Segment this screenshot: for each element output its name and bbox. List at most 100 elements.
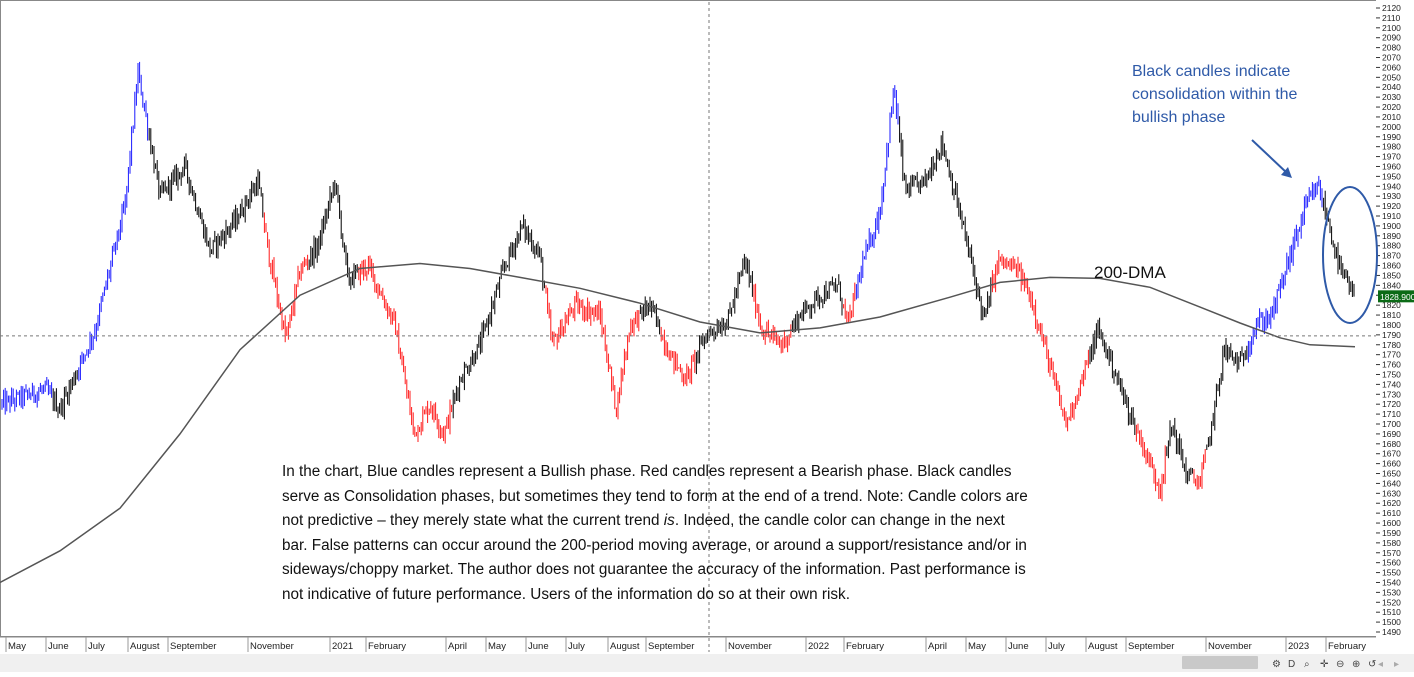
y-tick-label: 1700 [1382, 419, 1401, 429]
scrollbar-thumb[interactable] [1182, 656, 1258, 669]
disclaimer-text-part-1: In the chart, Blue candles represent a B… [282, 463, 1028, 530]
x-tick-label: August [1088, 641, 1118, 652]
y-tick-label: 1500 [1382, 617, 1401, 627]
x-tick-label: 2023 [1288, 641, 1309, 652]
reset-icon[interactable]: ↺ [1368, 659, 1376, 670]
y-tick-label: 1840 [1382, 280, 1401, 290]
y-tick-label: 1800 [1382, 320, 1401, 330]
y-tick-label: 1570 [1382, 548, 1401, 558]
y-tick-label: 1730 [1382, 389, 1401, 399]
y-tick-label: 1610 [1382, 508, 1401, 518]
x-tick-label: July [568, 641, 585, 652]
y-tick-label: 1660 [1382, 459, 1401, 469]
y-tick-label: 1900 [1382, 221, 1401, 231]
y-tick-label: 2000 [1382, 122, 1401, 132]
x-tick-label: September [170, 641, 216, 652]
y-tick-label: 1710 [1382, 409, 1401, 419]
settings-icon[interactable]: ⚙ [1272, 659, 1281, 670]
x-tick-label: February [1328, 641, 1366, 652]
y-tick-label: 1600 [1382, 518, 1401, 528]
y-tick-label: 1760 [1382, 360, 1401, 370]
d-button[interactable]: D [1288, 659, 1295, 670]
y-tick-label: 1860 [1382, 261, 1401, 271]
x-tick-label: May [488, 641, 506, 652]
y-tick-label: 2070 [1382, 53, 1401, 63]
zoom-in-icon[interactable]: ⊕ [1352, 659, 1360, 670]
y-tick-label: 2050 [1382, 72, 1401, 82]
current-price-label: 1828.900 [1380, 292, 1414, 302]
search-icon[interactable]: ⌕ [1304, 659, 1310, 670]
zoom-out-icon[interactable]: ⊖ [1336, 659, 1344, 670]
y-tick-label: 1870 [1382, 251, 1401, 261]
current-price-tag [1378, 290, 1414, 303]
y-tick-label: 1950 [1382, 171, 1401, 181]
y-tick-label: 1560 [1382, 558, 1401, 568]
callout-annotation: Black candles indicate consolidation wit… [1132, 63, 1298, 126]
nav-right-icon[interactable]: ▸ [1394, 659, 1399, 670]
move-icon[interactable]: ✛ [1320, 659, 1329, 670]
y-tick-label: 2090 [1382, 33, 1401, 43]
y-tick-label: 1590 [1382, 528, 1401, 538]
y-tick-label: 1720 [1382, 399, 1401, 409]
y-tick-label: 1620 [1382, 498, 1401, 508]
y-tick-label: 1540 [1382, 577, 1401, 587]
x-tick-label: June [48, 641, 69, 652]
disclaimer-text: In the chart, Blue candles represent a B… [282, 460, 1032, 608]
y-tick-label: 1990 [1382, 132, 1401, 142]
y-tick-label: 1690 [1382, 429, 1401, 439]
x-tick-label: July [1048, 641, 1065, 652]
bottom-bar [0, 654, 1414, 672]
y-tick-label: 2120 [1382, 3, 1401, 13]
consolidation-highlight-ellipse [1322, 186, 1378, 324]
y-tick-label: 2110 [1382, 13, 1401, 23]
y-tick-label: 1520 [1382, 597, 1401, 607]
callout-arrow-head [1281, 167, 1292, 178]
x-tick-label: November [1208, 641, 1252, 652]
x-tick-label: November [250, 641, 294, 652]
y-tick-label: 1630 [1382, 488, 1401, 498]
x-axis-panel [0, 637, 1376, 654]
y-tick-label: 1530 [1382, 587, 1401, 597]
x-tick-label: April [928, 641, 947, 652]
disclaimer-text-part-2: . Indeed, the candle color can change in… [282, 512, 1027, 603]
y-tick-label: 1890 [1382, 231, 1401, 241]
y-tick-label: 2010 [1382, 112, 1401, 122]
y-tick-label: 1940 [1382, 181, 1401, 191]
y-tick-label: 1550 [1382, 568, 1401, 578]
callout-arrow [1251, 139, 1288, 174]
y-tick-label: 1740 [1382, 379, 1401, 389]
x-tick-label: May [8, 641, 26, 652]
y-tick-label: 1970 [1382, 152, 1401, 162]
y-tick-label: 1920 [1382, 201, 1401, 211]
x-tick-label: February [368, 641, 406, 652]
y-tick-label: 1930 [1382, 191, 1401, 201]
y-tick-label: 1880 [1382, 241, 1401, 251]
dma-label: 200-DMA [1094, 263, 1166, 282]
x-tick-label: June [528, 641, 549, 652]
nav-left-icon[interactable]: ◂ [1378, 659, 1383, 670]
x-tick-label: August [610, 641, 640, 652]
x-tick-label: February [846, 641, 884, 652]
y-tick-label: 1980 [1382, 142, 1401, 152]
x-tick-label: July [88, 641, 105, 652]
y-tick-label: 1650 [1382, 469, 1401, 479]
y-tick-label: 2040 [1382, 82, 1401, 92]
y-tick-label: 1750 [1382, 369, 1401, 379]
y-tick-label: 2060 [1382, 62, 1401, 72]
y-tick-label: 1510 [1382, 607, 1401, 617]
y-axis-panel [1376, 0, 1414, 650]
y-tick-label: 1670 [1382, 449, 1401, 459]
y-tick-label: 1810 [1382, 310, 1401, 320]
x-tick-label: September [1128, 641, 1174, 652]
y-tick-label: 1960 [1382, 161, 1401, 171]
y-tick-label: 1780 [1382, 340, 1401, 350]
x-tick-label: May [968, 641, 986, 652]
y-tick-label: 1580 [1382, 538, 1401, 548]
x-tick-label: September [648, 641, 694, 652]
y-tick-label: 1490 [1382, 627, 1401, 637]
x-tick-label: August [130, 641, 160, 652]
x-tick-label: June [1008, 641, 1029, 652]
y-tick-label: 1790 [1382, 330, 1401, 340]
